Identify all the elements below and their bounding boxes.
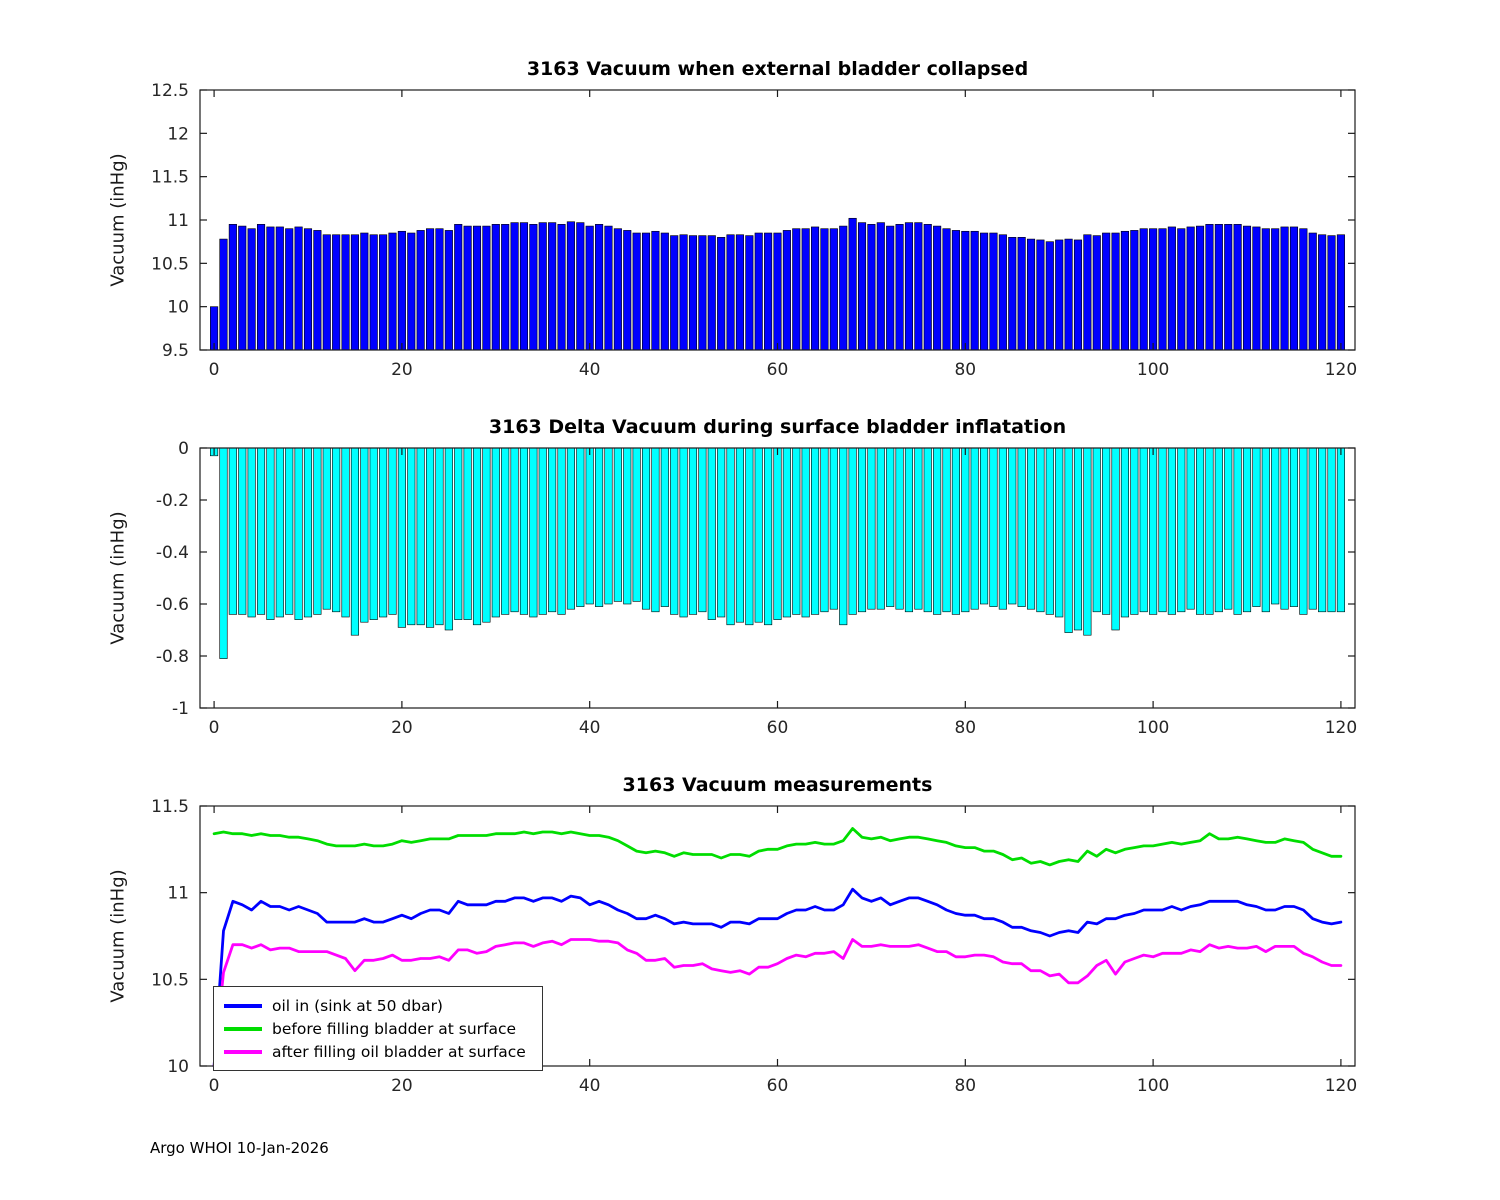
svg-text:11.5: 11.5 [151, 168, 189, 188]
svg-text:120: 120 [1325, 718, 1357, 738]
svg-text:100: 100 [1137, 718, 1169, 738]
svg-text:60: 60 [767, 718, 789, 738]
legend: oil in (sink at 50 dbar) before filling … [213, 986, 543, 1071]
svg-text:60: 60 [767, 1076, 789, 1096]
footer-text: Argo WHOI 10-Jan-2026 [150, 1139, 329, 1157]
legend-label-oil-in: oil in (sink at 50 dbar) [272, 996, 443, 1015]
svg-text:40: 40 [579, 1076, 601, 1096]
svg-text:9.5: 9.5 [162, 341, 189, 361]
svg-text:11.5: 11.5 [151, 797, 189, 817]
svg-text:-0.2: -0.2 [156, 491, 189, 511]
svg-text:0: 0 [209, 718, 220, 738]
chart3-y-axis-label: Vacuum (inHg) [107, 869, 129, 1003]
svg-text:80: 80 [954, 718, 976, 738]
svg-text:20: 20 [391, 718, 413, 738]
delta-vacuum-plot: 0 20 40 60 80 100 120 -1 -0.8 -0.6 -0.4 -0.2 0 [156, 439, 1357, 738]
after-filling-line-swatch [224, 1049, 262, 1054]
vacuum-collapsed-plot: 0 20 40 60 80 100 120 9.5 10 10.5 11 11.5 12 12.5 [151, 81, 1357, 380]
svg-text:-0.4: -0.4 [156, 543, 189, 563]
svg-text:10.5: 10.5 [151, 254, 189, 274]
oil-in-line-swatch [224, 1003, 262, 1008]
legend-row-oil-in: oil in (sink at 50 dbar) [224, 994, 526, 1017]
svg-text:120: 120 [1325, 1076, 1357, 1096]
svg-text:120: 120 [1325, 360, 1357, 380]
svg-text:10: 10 [167, 298, 189, 318]
svg-text:60: 60 [767, 360, 789, 380]
legend-label-before-filling: before filling bladder at surface [272, 1019, 517, 1038]
svg-text:-0.6: -0.6 [156, 595, 189, 615]
svg-text:0: 0 [178, 439, 189, 459]
svg-text:11: 11 [167, 884, 189, 904]
svg-text:80: 80 [954, 1076, 976, 1096]
svg-text:12.5: 12.5 [151, 81, 189, 101]
chart2-title: 3163 Delta Vacuum during surface bladder… [488, 416, 1067, 438]
legend-label-after-filling: after filling oil bladder at surface [272, 1042, 526, 1061]
svg-text:40: 40 [579, 718, 601, 738]
before-filling-line-swatch [224, 1026, 262, 1031]
svg-text:12: 12 [167, 124, 189, 144]
chart1-y-axis-label: Vacuum (inHg) [107, 153, 129, 287]
legend-row-before-filling: before filling bladder at surface [224, 1017, 526, 1040]
svg-text:-0.8: -0.8 [156, 647, 189, 667]
svg-text:40: 40 [579, 360, 601, 380]
svg-text:80: 80 [954, 360, 976, 380]
svg-text:10.5: 10.5 [151, 970, 189, 990]
legend-row-after-filling: after filling oil bladder at surface [224, 1040, 526, 1063]
svg-text:11: 11 [167, 211, 189, 231]
svg-text:100: 100 [1137, 360, 1169, 380]
svg-text:100: 100 [1137, 1076, 1169, 1096]
svg-text:20: 20 [391, 360, 413, 380]
svg-text:20: 20 [391, 1076, 413, 1096]
svg-text:10: 10 [167, 1057, 189, 1077]
svg-text:-1: -1 [172, 699, 189, 719]
chart3-title: 3163 Vacuum measurements [622, 774, 933, 796]
svg-text:0: 0 [209, 360, 220, 380]
chart2-y-axis-label: Vacuum (inHg) [107, 511, 129, 645]
svg-text:0: 0 [209, 1076, 220, 1096]
chart1-title: 3163 Vacuum when external bladder collap… [526, 58, 1029, 80]
